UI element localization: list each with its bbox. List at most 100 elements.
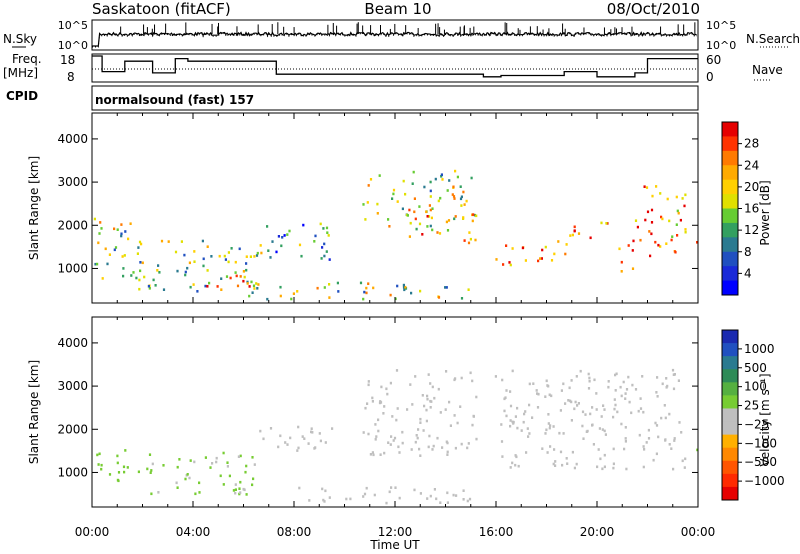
data-cell bbox=[238, 247, 241, 251]
data-cell bbox=[462, 190, 465, 194]
data-cell bbox=[232, 489, 235, 492]
data-cell bbox=[93, 217, 96, 221]
data-cell bbox=[666, 197, 669, 201]
data-cell bbox=[184, 273, 187, 277]
data-cell bbox=[367, 184, 370, 187]
data-cell bbox=[425, 210, 428, 214]
data-cell bbox=[367, 380, 370, 383]
data-cell bbox=[157, 491, 160, 494]
data-cell bbox=[646, 210, 650, 214]
data-cell bbox=[269, 256, 272, 259]
data-cell bbox=[160, 239, 164, 243]
data-cell bbox=[655, 391, 658, 394]
data-cell bbox=[650, 221, 654, 224]
data-cell bbox=[220, 277, 223, 280]
data-cell bbox=[253, 463, 256, 466]
data-cell bbox=[460, 297, 464, 300]
data-cell bbox=[215, 460, 218, 464]
data-cell bbox=[318, 432, 321, 435]
data-cell bbox=[100, 227, 103, 230]
data-cell bbox=[642, 445, 645, 448]
data-cell bbox=[401, 207, 404, 211]
data-cell bbox=[575, 375, 578, 378]
data-cell bbox=[406, 408, 409, 411]
data-cell bbox=[363, 290, 366, 294]
data-cell bbox=[322, 498, 325, 502]
data-cell bbox=[421, 233, 424, 236]
data-cell bbox=[414, 375, 417, 378]
data-cell bbox=[677, 379, 680, 382]
data-cell bbox=[389, 293, 392, 297]
data-cell bbox=[114, 246, 118, 249]
data-cell bbox=[388, 490, 391, 494]
data-cell bbox=[116, 228, 119, 231]
data-cell bbox=[413, 210, 416, 214]
data-cell bbox=[614, 373, 617, 377]
data-cell bbox=[230, 247, 233, 250]
cpid-text: normalsound (fast) 157 bbox=[95, 93, 254, 107]
freq-tick-top: 18 bbox=[60, 53, 75, 67]
data-cell bbox=[613, 407, 616, 411]
data-cell bbox=[475, 437, 478, 441]
data-cell bbox=[390, 435, 393, 438]
data-cell bbox=[376, 212, 379, 215]
data-cell bbox=[597, 448, 600, 451]
data-cell bbox=[446, 491, 449, 495]
freq-line bbox=[92, 55, 698, 78]
data-cell bbox=[589, 236, 592, 240]
data-cell bbox=[123, 470, 126, 474]
data-cell bbox=[151, 462, 154, 466]
data-cell bbox=[296, 449, 299, 452]
data-cell bbox=[262, 437, 265, 441]
data-cell bbox=[210, 255, 213, 258]
data-cell bbox=[437, 199, 440, 203]
data-cell bbox=[186, 473, 189, 476]
data-cell bbox=[323, 286, 326, 289]
data-cell bbox=[152, 278, 155, 282]
data-cell bbox=[157, 264, 160, 267]
data-cell bbox=[108, 473, 112, 476]
cpid-frame bbox=[91, 85, 699, 111]
data-cell bbox=[550, 394, 553, 398]
data-cell bbox=[253, 287, 256, 290]
nave-tick-bottom: 0 bbox=[706, 70, 714, 84]
data-cell bbox=[469, 371, 472, 375]
data-cell bbox=[673, 437, 676, 440]
data-cell bbox=[402, 285, 406, 289]
colorbar-tick-label: 12 bbox=[744, 223, 759, 237]
colorbar-swatch bbox=[722, 382, 738, 396]
data-cell bbox=[375, 435, 378, 438]
data-cell bbox=[100, 463, 103, 467]
data-cell bbox=[189, 459, 192, 462]
data-cell bbox=[419, 421, 422, 424]
data-cell bbox=[509, 263, 512, 267]
beam-title: Beam 10 bbox=[364, 0, 431, 18]
data-cell bbox=[162, 464, 165, 467]
colorbar-tick-label: 4 bbox=[744, 266, 752, 280]
data-cell bbox=[603, 408, 606, 411]
data-cell bbox=[454, 446, 457, 450]
data-cell bbox=[279, 294, 282, 298]
colorbar-swatch bbox=[722, 179, 738, 195]
data-cell bbox=[396, 284, 399, 288]
data-cell bbox=[623, 447, 626, 451]
data-cell bbox=[176, 465, 179, 469]
data-cell bbox=[668, 219, 671, 223]
data-cell bbox=[655, 424, 659, 427]
data-cell bbox=[612, 462, 615, 466]
data-cell bbox=[618, 247, 621, 251]
data-cell bbox=[566, 462, 569, 465]
data-cell bbox=[437, 387, 440, 391]
data-cell bbox=[245, 464, 248, 468]
data-cell bbox=[378, 174, 381, 177]
data-cell bbox=[656, 395, 659, 398]
data-cell bbox=[540, 257, 543, 260]
colorbar-swatch bbox=[722, 460, 738, 475]
freq-panel-frame bbox=[91, 53, 699, 83]
data-cell bbox=[158, 271, 161, 274]
data-cell bbox=[472, 213, 475, 216]
colorbar-tick-label: 500 bbox=[744, 361, 767, 375]
data-cell bbox=[193, 250, 196, 253]
colorbar-tick-label: 1000 bbox=[744, 342, 775, 356]
data-cell bbox=[162, 288, 166, 291]
